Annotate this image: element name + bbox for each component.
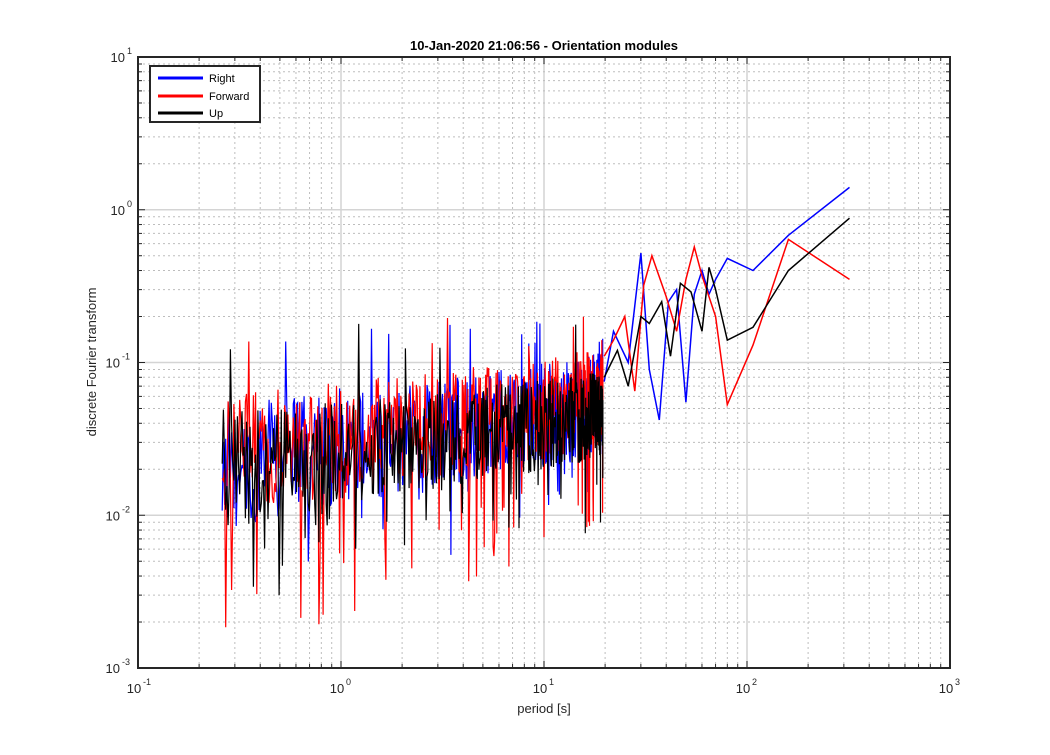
- x-tick-label-exponent: 1: [549, 677, 554, 687]
- x-tick-label: 10: [736, 681, 750, 696]
- y-tick-label-exponent: -2: [122, 504, 130, 514]
- tick-marks: [137, 56, 951, 669]
- y-tick-label: 10: [111, 203, 125, 218]
- x-tick-label-exponent: 0: [346, 677, 351, 687]
- chart-title: 10-Jan-2020 21:06:56 - Orientation modul…: [410, 38, 678, 53]
- y-axis-label: discrete Fourier transform: [84, 288, 99, 437]
- legend: Right Forward Up: [149, 65, 261, 123]
- x-tick-label: 10: [939, 681, 953, 696]
- series-up-line: [603, 217, 850, 387]
- y-tick-label-exponent: 1: [127, 46, 132, 56]
- x-tick-label: 10: [127, 681, 141, 696]
- y-tick-label: 10: [106, 508, 120, 523]
- x-tick-labels: 10 -1 10 0 10 1 10 2 10 3: [127, 677, 960, 696]
- y-tick-label-exponent: -3: [122, 657, 130, 667]
- y-tick-label: 10: [106, 356, 120, 371]
- series-layer: [221, 186, 850, 628]
- legend-label-right: Right: [209, 73, 235, 85]
- x-tick-label-exponent: 3: [955, 677, 960, 687]
- legend-label-up: Up: [209, 108, 223, 120]
- x-tick-label-exponent: 2: [752, 677, 757, 687]
- series-right-line: [603, 186, 850, 421]
- series-up-band: [221, 323, 604, 596]
- legend-label-forward: Forward: [209, 91, 249, 103]
- x-tick-label: 10: [533, 681, 547, 696]
- x-axis-label: period [s]: [517, 701, 570, 716]
- x-tick-label: 10: [330, 681, 344, 696]
- x-tick-label-exponent: -1: [143, 677, 151, 687]
- y-tick-label: 10: [106, 661, 120, 676]
- series-forward-line: [603, 238, 850, 408]
- y-tick-label-exponent: 0: [127, 199, 132, 209]
- y-tick-label: 10: [111, 50, 125, 65]
- y-tick-label-exponent: -1: [122, 352, 130, 362]
